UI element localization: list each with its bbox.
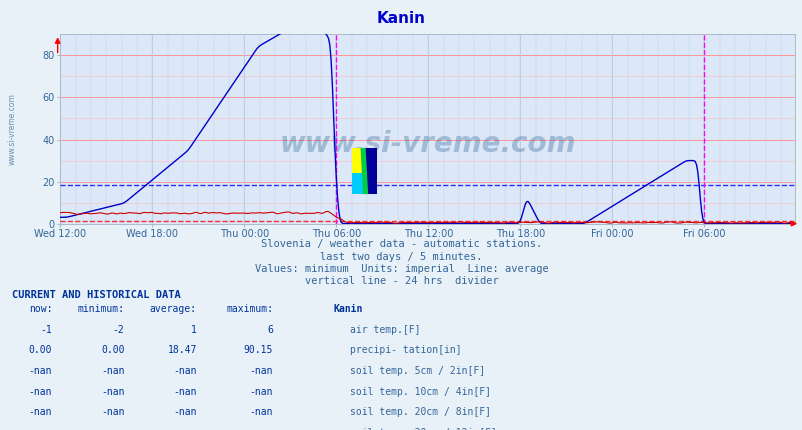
- Text: www.si-vreme.com: www.si-vreme.com: [279, 130, 575, 158]
- Text: -nan: -nan: [173, 366, 196, 376]
- Text: -nan: -nan: [249, 428, 273, 430]
- Text: 0.00: 0.00: [101, 345, 124, 355]
- Text: Kanin: Kanin: [333, 304, 363, 314]
- Text: 0.00: 0.00: [29, 345, 52, 355]
- Text: 90.15: 90.15: [243, 345, 273, 355]
- Text: -nan: -nan: [173, 428, 196, 430]
- Bar: [351, 148, 365, 173]
- Text: 1: 1: [191, 325, 196, 335]
- Text: -nan: -nan: [101, 366, 124, 376]
- Text: -nan: -nan: [173, 387, 196, 396]
- Text: CURRENT AND HISTORICAL DATA: CURRENT AND HISTORICAL DATA: [12, 290, 180, 300]
- Text: Values: minimum  Units: imperial  Line: average: Values: minimum Units: imperial Line: av…: [254, 264, 548, 274]
- Text: last two days / 5 minutes.: last two days / 5 minutes.: [320, 252, 482, 261]
- Text: 18.47: 18.47: [167, 345, 196, 355]
- Text: Kanin: Kanin: [376, 11, 426, 26]
- Text: -nan: -nan: [101, 407, 124, 417]
- Text: -nan: -nan: [173, 407, 196, 417]
- Text: -1: -1: [40, 325, 52, 335]
- Text: -nan: -nan: [101, 428, 124, 430]
- Text: -nan: -nan: [29, 428, 52, 430]
- Text: -nan: -nan: [29, 387, 52, 396]
- Text: Slovenia / weather data - automatic stations.: Slovenia / weather data - automatic stat…: [261, 239, 541, 249]
- Bar: [351, 173, 365, 194]
- Text: -nan: -nan: [29, 366, 52, 376]
- Text: -nan: -nan: [249, 366, 273, 376]
- Text: -nan: -nan: [249, 407, 273, 417]
- Text: -2: -2: [112, 325, 124, 335]
- Text: precipi- tation[in]: precipi- tation[in]: [350, 345, 461, 355]
- Text: average:: average:: [149, 304, 196, 314]
- Text: soil temp. 5cm / 2in[F]: soil temp. 5cm / 2in[F]: [350, 366, 484, 376]
- Text: now:: now:: [29, 304, 52, 314]
- Text: soil temp. 30cm / 12in[F]: soil temp. 30cm / 12in[F]: [350, 428, 496, 430]
- Text: soil temp. 20cm / 8in[F]: soil temp. 20cm / 8in[F]: [350, 407, 491, 417]
- Text: air temp.[F]: air temp.[F]: [350, 325, 420, 335]
- Bar: [363, 148, 377, 194]
- Text: soil temp. 10cm / 4in[F]: soil temp. 10cm / 4in[F]: [350, 387, 491, 396]
- Text: -nan: -nan: [29, 407, 52, 417]
- Text: -nan: -nan: [101, 387, 124, 396]
- Text: minimum:: minimum:: [77, 304, 124, 314]
- Text: vertical line - 24 hrs  divider: vertical line - 24 hrs divider: [304, 276, 498, 286]
- Text: maximum:: maximum:: [225, 304, 273, 314]
- Text: www.si-vreme.com: www.si-vreme.com: [8, 93, 17, 165]
- Text: -nan: -nan: [249, 387, 273, 396]
- Polygon shape: [360, 148, 368, 194]
- Text: 6: 6: [267, 325, 273, 335]
